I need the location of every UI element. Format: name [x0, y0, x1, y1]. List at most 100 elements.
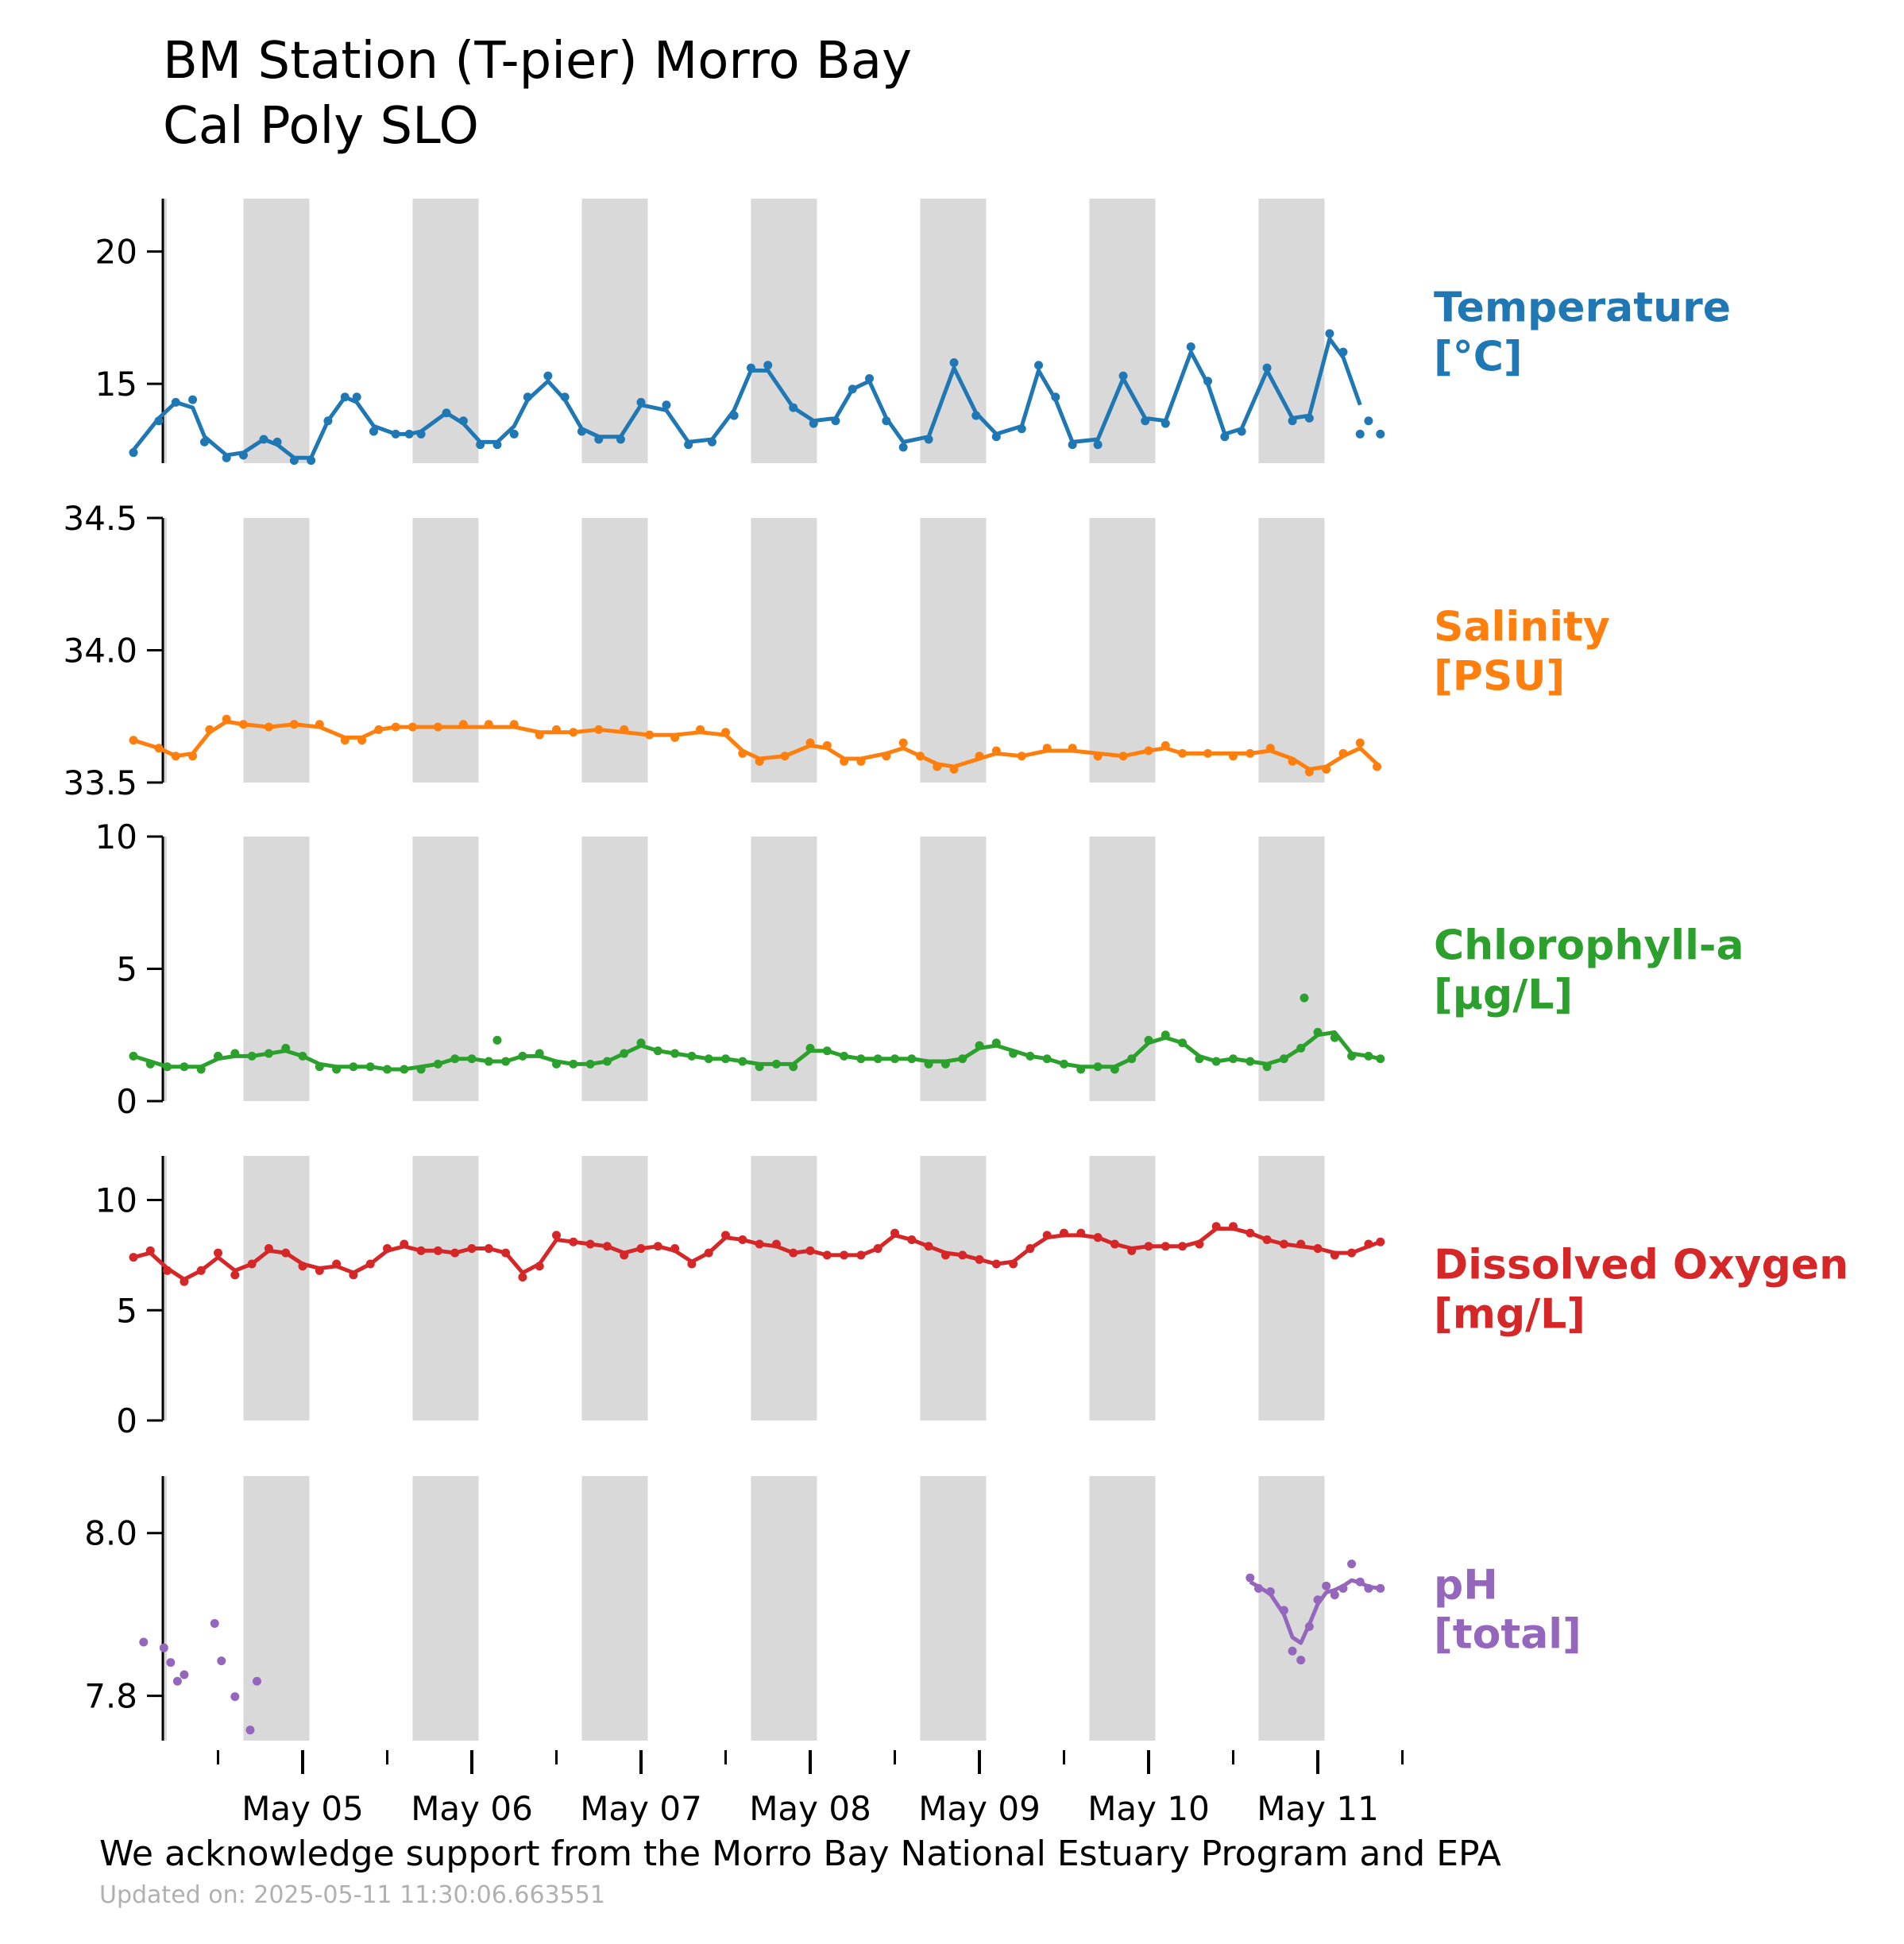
data-point-dissolved-oxygen-main-27 — [585, 1239, 595, 1249]
data-point-chlorophyll-a-main-40 — [805, 1043, 815, 1053]
data-point-dissolved-oxygen-main-64 — [1211, 1222, 1221, 1231]
data-point-salinity-main-47 — [1144, 746, 1153, 756]
data-point-dissolved-oxygen-main-10 — [298, 1262, 307, 1271]
night-band-chlorophyll-a-0 — [243, 837, 310, 1101]
data-point-salinity-main-30 — [780, 752, 790, 761]
data-point-chlorophyll-a-main-16 — [400, 1065, 409, 1074]
y-tick-label-chlorophyll-a-2: 10 — [95, 817, 137, 856]
data-point-temperature-main-21 — [492, 440, 502, 450]
data-point-chlorophyll-a-main-49 — [958, 1054, 967, 1064]
night-band-chlorophyll-a-3 — [751, 837, 817, 1101]
series-unit-temperature: [°C] — [1434, 334, 1523, 381]
data-point-temperature-main-32 — [707, 437, 716, 446]
data-point-dissolved-oxygen-main-8 — [264, 1244, 273, 1254]
y-tick-label-dissolved-oxygen-1: 5 — [116, 1291, 137, 1330]
data-point-salinity-main-52 — [1246, 748, 1255, 758]
data-point-dissolved-oxygen-main-61 — [1161, 1242, 1170, 1251]
data-point-ph-scatter-6 — [217, 1656, 226, 1666]
data-point-dissolved-oxygen-main-73 — [1364, 1239, 1373, 1249]
data-point-salinity-main-26 — [696, 725, 705, 734]
data-point-dissolved-oxygen-main-46 — [907, 1235, 917, 1244]
data-point-chlorophyll-a-main-8 — [264, 1049, 273, 1058]
data-point-temperature-main-34 — [746, 363, 755, 373]
data-point-temperature-main-63 — [1338, 347, 1348, 357]
data-point-temperature-main-5 — [222, 453, 231, 462]
data-point-salinity-main-28 — [738, 748, 747, 758]
data-point-chlorophyll-a-main-72 — [1347, 1051, 1357, 1061]
data-point-dissolved-oxygen-main-74 — [1376, 1237, 1385, 1246]
x-tick-label-3: May 08 — [749, 1789, 871, 1828]
data-point-chlorophyll-a-main-30 — [636, 1038, 646, 1048]
night-band-temperature-2 — [581, 199, 648, 463]
data-point-dissolved-oxygen-main-69 — [1296, 1239, 1306, 1249]
data-point-dissolved-oxygen-main-51 — [991, 1259, 1001, 1269]
data-point-chlorophyll-a-main-73 — [1364, 1051, 1373, 1061]
data-point-dissolved-oxygen-main-18 — [433, 1246, 442, 1255]
night-band-salinity-6 — [1258, 518, 1325, 783]
data-point-salinity-main-23 — [620, 725, 629, 734]
data-point-dissolved-oxygen-main-55 — [1060, 1228, 1068, 1238]
data-point-salinity-main-42 — [1017, 752, 1026, 761]
data-point-ph-main-8 — [1322, 1581, 1331, 1590]
data-point-chlorophyll-a-main-43 — [856, 1054, 866, 1064]
data-point-temperature-main-4 — [199, 437, 209, 446]
data-point-chlorophyll-a-main-46 — [907, 1054, 917, 1064]
data-point-salinity-main-3 — [188, 752, 198, 761]
y-tick-label-salinity-0: 33.5 — [63, 763, 137, 802]
data-point-salinity-main-37 — [915, 752, 925, 761]
y-tick-label-salinity-2: 34.5 — [63, 499, 137, 538]
data-point-salinity-main-11 — [357, 736, 367, 745]
data-point-temperature-main-9 — [289, 456, 299, 466]
data-point-temperature-main-38 — [831, 416, 840, 426]
data-point-salinity-main-22 — [594, 725, 604, 734]
y-tick-label-ph-0: 7.8 — [84, 1677, 137, 1716]
data-point-dissolved-oxygen-main-24 — [535, 1262, 544, 1271]
night-band-dissolved-oxygen-0 — [243, 1156, 310, 1420]
data-point-temperature-main-35 — [763, 361, 773, 370]
data-point-chlorophyll-a-main-61 — [1161, 1030, 1170, 1040]
data-point-salinity-main-9 — [315, 720, 324, 729]
data-point-ph-scatter-8 — [245, 1726, 255, 1735]
data-point-chlorophyll-a-main-19 — [450, 1054, 460, 1064]
data-point-chlorophyll-a-extra-0 — [492, 1035, 502, 1045]
data-point-temperature-main-14 — [369, 427, 378, 436]
data-point-salinity-main-25 — [670, 732, 680, 742]
data-point-chlorophyll-a-main-67 — [1262, 1062, 1272, 1072]
night-band-salinity-5 — [1089, 518, 1156, 783]
night-band-salinity-3 — [751, 518, 817, 783]
series-label-salinity: Salinity — [1434, 604, 1610, 651]
data-point-salinity-main-36 — [898, 738, 908, 748]
data-point-dissolved-oxygen-main-28 — [602, 1242, 612, 1251]
data-point-temperature-main-58 — [1237, 427, 1246, 436]
x-tick-label-5: May 10 — [1087, 1789, 1210, 1828]
data-point-temperature-main-37 — [809, 419, 818, 428]
data-point-ph-main-13 — [1364, 1583, 1373, 1593]
night-band-dissolved-oxygen-6 — [1258, 1156, 1325, 1420]
data-point-chlorophyll-a-main-26 — [569, 1059, 578, 1069]
night-band-dissolved-oxygen-3 — [751, 1156, 817, 1420]
acknowledgement-text: We acknowledge support from the Morro Ba… — [99, 1834, 1501, 1874]
x-tick-label-0: May 05 — [241, 1789, 364, 1828]
data-point-temperature-main-48 — [1034, 361, 1044, 370]
data-point-ph-main-0 — [1246, 1573, 1255, 1583]
data-point-chlorophyll-a-main-54 — [1042, 1054, 1052, 1064]
data-point-chlorophyll-a-main-25 — [552, 1059, 561, 1069]
night-band-edge-ph — [163, 1476, 167, 1741]
data-point-chlorophyll-a-main-53 — [1025, 1051, 1035, 1061]
data-point-salinity-main-58 — [1355, 738, 1365, 748]
data-point-chlorophyll-a-main-22 — [501, 1057, 511, 1066]
data-point-dissolved-oxygen-main-42 — [840, 1250, 849, 1260]
data-point-chlorophyll-a-main-41 — [822, 1046, 832, 1056]
y-tick-label-temperature-0: 15 — [95, 365, 137, 404]
x-tick-label-4: May 09 — [918, 1789, 1041, 1828]
data-point-salinity-main-18 — [509, 720, 519, 729]
data-point-ph-scatter-1 — [159, 1643, 168, 1652]
data-point-salinity-main-15 — [433, 722, 442, 732]
data-point-dissolved-oxygen-main-36 — [738, 1235, 747, 1244]
data-point-ph-main-1 — [1253, 1583, 1263, 1593]
night-band-dissolved-oxygen-1 — [412, 1156, 479, 1420]
data-point-salinity-main-1 — [154, 744, 164, 753]
data-point-chlorophyll-a-main-55 — [1060, 1059, 1068, 1069]
data-point-salinity-main-2 — [171, 752, 180, 761]
